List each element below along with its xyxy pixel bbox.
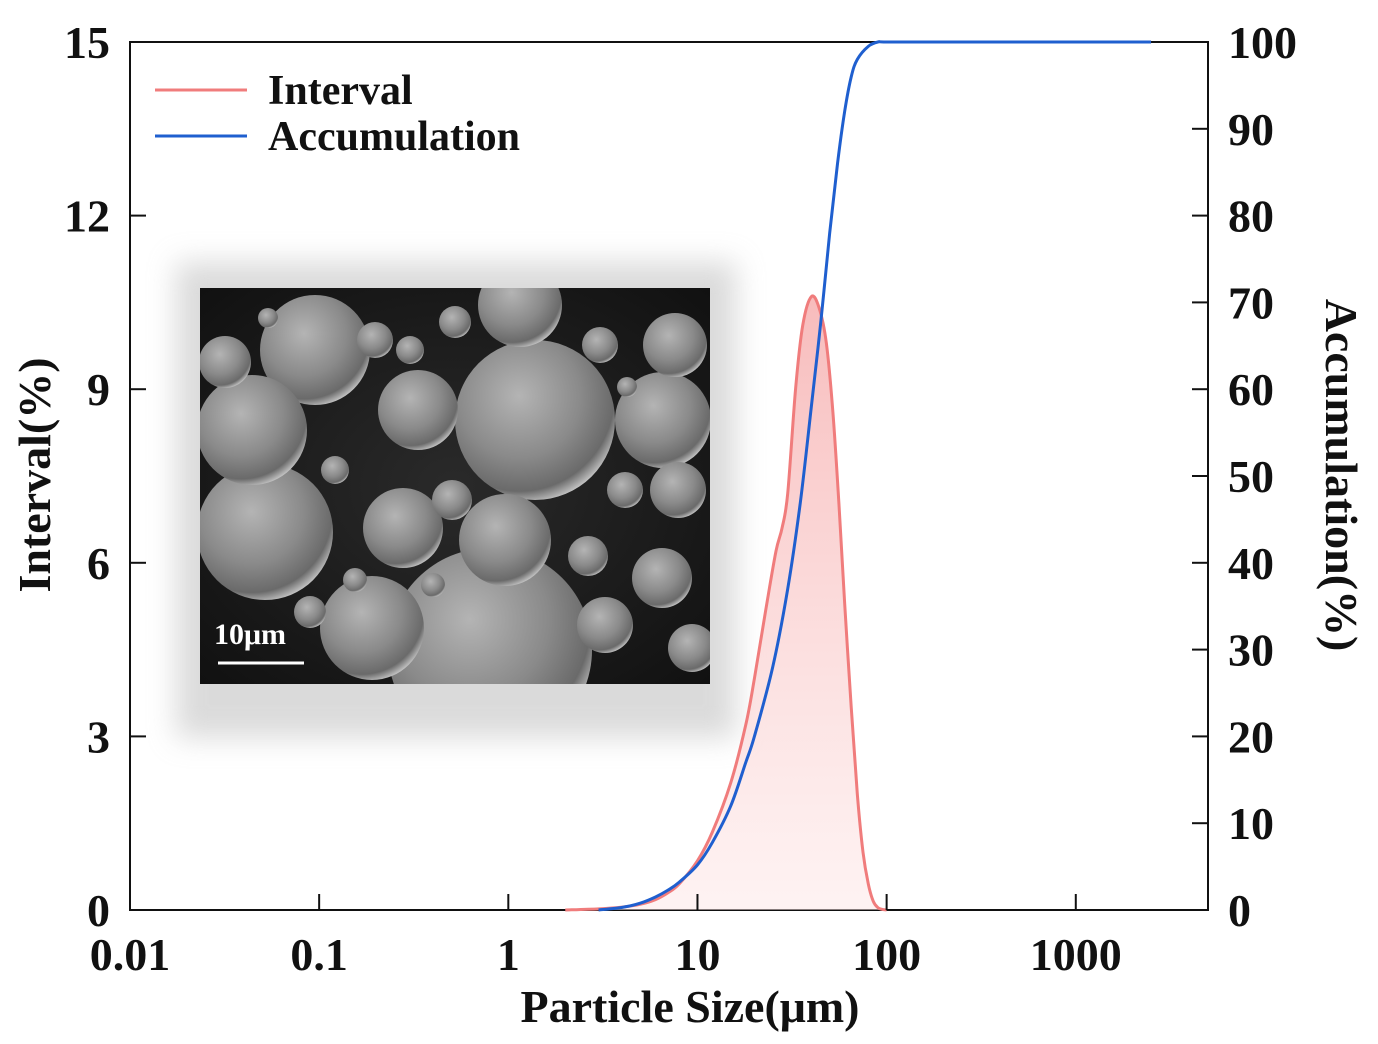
y-left-tick-label: 12: [64, 191, 110, 242]
x-tick-label: 0.1: [290, 929, 348, 980]
x-tick-label: 10: [674, 929, 720, 980]
series-interval-line: [565, 294, 887, 912]
x-tick-label: 100: [852, 929, 921, 980]
y-left-tick-label: 3: [87, 711, 110, 762]
legend: Interval Accumulation: [155, 68, 520, 160]
legend-accumulation-label: Accumulation: [268, 114, 520, 160]
x-tick-label: 1000: [1030, 929, 1122, 980]
scale-bar-label: 10μm: [214, 618, 286, 651]
x-tick-label: 0.01: [90, 929, 171, 980]
y-right-tick-label: 100: [1228, 17, 1297, 68]
y-axis-right-title: Accumulation(%): [1316, 299, 1367, 652]
y-right-tick-label: 70: [1228, 277, 1274, 328]
y-right-tick-label: 20: [1228, 711, 1274, 762]
series-accumulation-line: [598, 40, 1152, 912]
y-right-tick-label: 60: [1228, 364, 1274, 415]
y-left-tick-label: 0: [87, 885, 110, 936]
x-tick-label: 1: [497, 929, 520, 980]
y-axis-right: 0 10 20 30 40 50 60 70 80 90 100: [1192, 17, 1297, 936]
y-right-tick-label: 10: [1228, 798, 1274, 849]
sem-inset: 10μm: [176, 262, 736, 738]
y-right-tick-label: 80: [1228, 191, 1274, 242]
y-right-tick-label: 40: [1228, 538, 1274, 589]
y-right-tick-label: 90: [1228, 104, 1274, 155]
y-right-tick-label: 0: [1228, 885, 1251, 936]
y-axis-left: 0 3 6 9 12 15: [64, 17, 146, 936]
legend-interval-label: Interval: [268, 68, 413, 114]
x-axis-title: Particle Size(μm): [521, 981, 860, 1032]
x-axis: 0.01 0.1 1 10 100 1000: [90, 894, 1122, 980]
y-axis-left-title: Interval(%): [9, 357, 60, 592]
y-left-tick-label: 9: [87, 364, 110, 415]
y-right-tick-label: 50: [1228, 451, 1274, 502]
y-left-tick-label: 6: [87, 538, 110, 589]
y-right-tick-label: 30: [1228, 625, 1274, 676]
series-layer: [565, 40, 1152, 912]
sem-particles: [200, 288, 710, 684]
y-left-tick-label: 15: [64, 17, 110, 68]
